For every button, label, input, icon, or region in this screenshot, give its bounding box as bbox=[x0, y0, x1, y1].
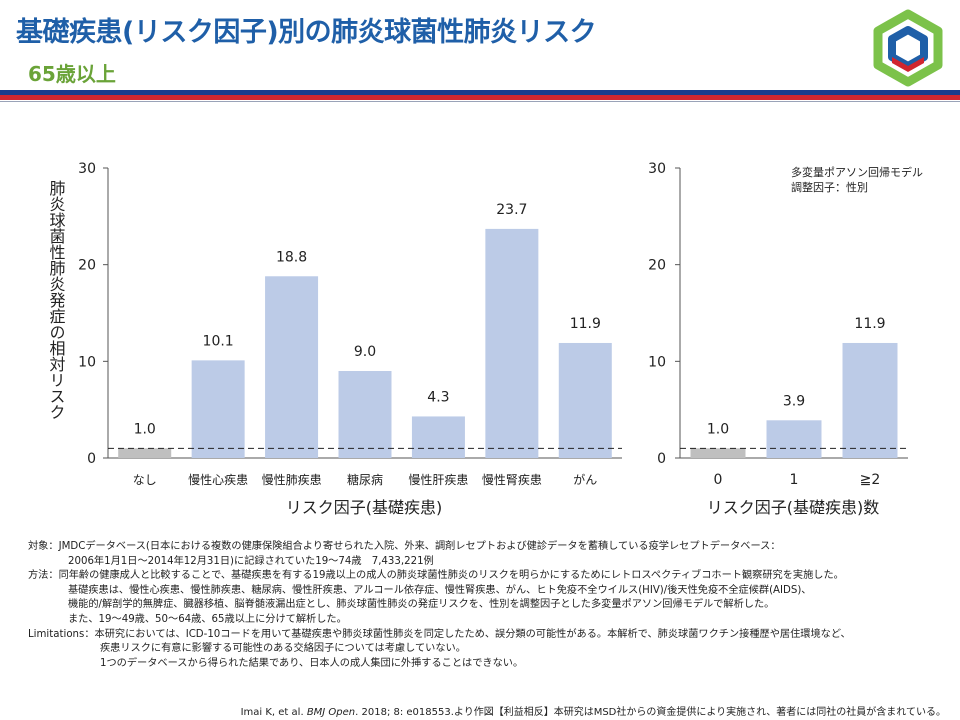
citation: Imai K, et al. BMJ Open. 2018; 8: e01855… bbox=[241, 703, 946, 718]
chart2-value-label: 11.9 bbox=[854, 316, 885, 332]
chart1-y-tick-label: 30 bbox=[78, 161, 96, 177]
chart1-bar bbox=[118, 448, 172, 458]
chart1-category-label: がん bbox=[573, 472, 597, 487]
chart1-bar bbox=[191, 360, 245, 458]
chart1-bar bbox=[411, 416, 465, 458]
chart2-value-label: 1.0 bbox=[707, 421, 729, 437]
chart1-bar bbox=[265, 276, 319, 458]
header-band-blue bbox=[0, 90, 960, 95]
page-title: 基礎疾患(リスク因子)別の肺炎球菌性肺炎リスク bbox=[16, 17, 597, 48]
chart2-y-tick-label: 10 bbox=[648, 354, 666, 370]
method-text-3: 機能的/解剖学的無脾症、臓器移植、脳脊髄液漏出症とし、肺炎球菌性肺炎の発症リスク… bbox=[68, 599, 775, 611]
study-notes: 対象： JMDCデータベース(日本における複数の健康保険組合より寄せられた入院、外… bbox=[28, 540, 948, 671]
chart1-category-label: 慢性肝疾患 bbox=[408, 472, 468, 487]
chart2-bar bbox=[690, 448, 746, 458]
chart1-y-tick-label: 20 bbox=[78, 258, 96, 274]
chart1-y-tick-label: 10 bbox=[78, 354, 96, 370]
chart1-value-label: 10.1 bbox=[203, 333, 234, 349]
chart1-value-label: 9.0 bbox=[354, 344, 376, 360]
chart2-annotation-2: 調整因子：性別 bbox=[791, 180, 868, 194]
chart1-value-label: 1.0 bbox=[134, 421, 156, 437]
chart2-bar bbox=[766, 420, 822, 458]
chart1-value-label: 4.3 bbox=[427, 389, 449, 405]
limitations-text-3: 1つのデータベースから得られた結果であり、日本人の成人集団に外挿することはできな… bbox=[100, 657, 524, 669]
limitations-text-2: 疾患リスクに有意に影響する可能性のある交絡因子については考慮していない。 bbox=[100, 643, 466, 655]
chart1-value-label: 11.9 bbox=[570, 316, 601, 332]
chart1-bar bbox=[485, 228, 539, 458]
limitations-text: 本研究においては、ICD-10コードを用いて基礎疾患や肺炎球菌性肺炎を同定したた… bbox=[94, 628, 851, 640]
citation-rest: . 2018; 8: e018553.より作図【利益相反】本研究はMSD社からの… bbox=[355, 707, 946, 718]
chart1-category-label: 糖尿病 bbox=[347, 472, 383, 487]
chart2-category-label: ≧2 bbox=[860, 472, 881, 488]
chart1-category-label: 慢性腎疾患 bbox=[482, 472, 542, 487]
chart2-plot: 0 10 20 30 1.0 0 3.9 1 11.9 ≧2 bbox=[648, 161, 908, 488]
chart2-y-tick-label: 0 bbox=[657, 451, 666, 467]
citation-journal: BMJ Open bbox=[306, 707, 356, 718]
hexagon-ring-logo-icon bbox=[873, 9, 943, 87]
chart2-annotation-1: 多変量ポアソン回帰モデル bbox=[791, 165, 923, 179]
method-label: 方法： bbox=[28, 570, 59, 582]
chart1-value-label: 18.8 bbox=[276, 249, 307, 265]
chart1-bar bbox=[338, 371, 392, 458]
chart2-category-label: 0 bbox=[714, 472, 723, 488]
chart1-bar bbox=[558, 342, 612, 458]
chart1-category-label: なし bbox=[133, 473, 157, 487]
target-label: 対象： bbox=[28, 541, 59, 552]
target-text-2: 2006年1月1日～2014年12月31日)に記録されていた19～74歳 7,4… bbox=[68, 555, 434, 567]
limitations-label: Limitations： bbox=[28, 628, 95, 640]
chart2-value-label: 3.9 bbox=[783, 393, 805, 409]
method-text-4: また、19～49歳、50～64歳、65歳以上に分けて解析した。 bbox=[68, 613, 347, 625]
chart2-y-tick-label: 30 bbox=[648, 161, 666, 177]
chart2-y-tick-label: 20 bbox=[648, 258, 666, 274]
chart1-xlabel: リスク因子(基礎疾患) bbox=[286, 498, 443, 517]
chart1-category-label: 慢性肺疾患 bbox=[262, 472, 322, 487]
chart1-plot: 0 10 20 30 1.0 なし 10.1 慢性心疾患 18.8 慢性肺疾患 9.0 糖尿病 4.3 慢… bbox=[78, 161, 622, 487]
chart1-category-label: 慢性心疾患 bbox=[188, 472, 248, 487]
chart2-category-label: 1 bbox=[790, 472, 799, 488]
chart2-bar bbox=[842, 342, 898, 458]
citation-authors: Imai K, et al. bbox=[240, 707, 304, 718]
charts: 肺炎球菌性肺炎発症の相対リスク リスク因子(基礎疾患) リスク因子(基礎疾患)数… bbox=[47, 161, 924, 517]
method-text-2: 基礎疾患は、慢性心疾患、慢性肺疾患、糖尿病、慢性肝疾患、アルコール依存症、慢性腎… bbox=[68, 584, 812, 596]
chart1-ylabel: 肺炎球菌性肺炎発症の相対リスク bbox=[47, 180, 66, 420]
chart2-xlabel: リスク因子(基礎疾患)数 bbox=[707, 498, 880, 517]
header-divider bbox=[0, 101, 960, 102]
method-text: 同年齢の健康成人と比較することで、基礎疾患を有する19歳以上の成人の肺炎球菌性肺… bbox=[58, 570, 844, 582]
target-text: JMDCデータベース(日本における複数の健康保険組合より寄せられた入院、外来、調… bbox=[58, 541, 781, 552]
page-subtitle: 65歳以上 bbox=[28, 62, 116, 86]
chart1-y-tick-label: 0 bbox=[87, 451, 96, 467]
chart1-value-label: 23.7 bbox=[496, 202, 527, 218]
header-band-red bbox=[0, 95, 960, 100]
